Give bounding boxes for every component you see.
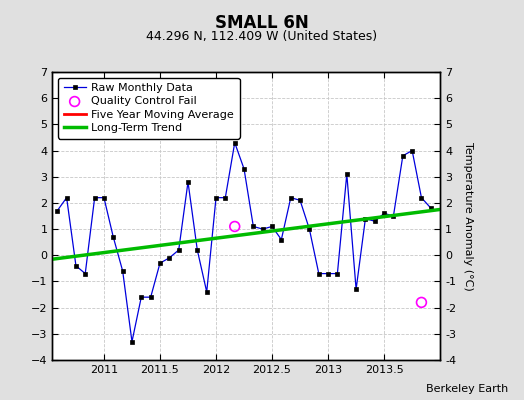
Raw Monthly Data bbox=[185, 180, 191, 184]
Raw Monthly Data bbox=[250, 224, 256, 229]
Raw Monthly Data bbox=[428, 206, 434, 210]
Raw Monthly Data bbox=[101, 195, 107, 200]
Raw Monthly Data bbox=[63, 195, 70, 200]
Raw Monthly Data bbox=[110, 234, 116, 239]
Raw Monthly Data bbox=[119, 268, 126, 273]
Raw Monthly Data bbox=[54, 208, 60, 213]
Raw Monthly Data bbox=[73, 263, 79, 268]
Raw Monthly Data bbox=[204, 290, 210, 294]
Text: SMALL 6N: SMALL 6N bbox=[215, 14, 309, 32]
Raw Monthly Data bbox=[362, 216, 368, 221]
Raw Monthly Data bbox=[157, 261, 163, 266]
Raw Monthly Data bbox=[176, 248, 182, 252]
Y-axis label: Temperature Anomaly (°C): Temperature Anomaly (°C) bbox=[463, 142, 473, 290]
Raw Monthly Data bbox=[222, 195, 228, 200]
Raw Monthly Data bbox=[269, 224, 275, 229]
Quality Control Fail bbox=[417, 299, 425, 306]
Raw Monthly Data bbox=[259, 227, 266, 232]
Raw Monthly Data bbox=[129, 339, 135, 344]
Raw Monthly Data bbox=[315, 271, 322, 276]
Quality Control Fail bbox=[231, 223, 239, 230]
Line: Raw Monthly Data: Raw Monthly Data bbox=[55, 141, 433, 344]
Raw Monthly Data bbox=[409, 148, 416, 153]
Raw Monthly Data bbox=[241, 166, 247, 171]
Raw Monthly Data bbox=[418, 195, 424, 200]
Raw Monthly Data bbox=[278, 237, 285, 242]
Raw Monthly Data bbox=[92, 195, 98, 200]
Raw Monthly Data bbox=[325, 271, 331, 276]
Text: 44.296 N, 112.409 W (United States): 44.296 N, 112.409 W (United States) bbox=[146, 30, 378, 43]
Raw Monthly Data bbox=[148, 295, 154, 300]
Raw Monthly Data bbox=[400, 153, 406, 158]
Raw Monthly Data bbox=[232, 140, 238, 145]
Raw Monthly Data bbox=[344, 172, 350, 176]
Raw Monthly Data bbox=[166, 256, 172, 260]
Raw Monthly Data bbox=[372, 219, 378, 224]
Raw Monthly Data bbox=[297, 198, 303, 203]
Raw Monthly Data bbox=[213, 195, 219, 200]
Raw Monthly Data bbox=[306, 227, 312, 232]
Legend: Raw Monthly Data, Quality Control Fail, Five Year Moving Average, Long-Term Tren: Raw Monthly Data, Quality Control Fail, … bbox=[58, 78, 239, 139]
Raw Monthly Data bbox=[138, 295, 145, 300]
Raw Monthly Data bbox=[353, 287, 359, 292]
Raw Monthly Data bbox=[288, 195, 294, 200]
Raw Monthly Data bbox=[381, 211, 387, 216]
Raw Monthly Data bbox=[390, 214, 397, 218]
Raw Monthly Data bbox=[194, 248, 201, 252]
Raw Monthly Data bbox=[334, 271, 341, 276]
Raw Monthly Data bbox=[82, 271, 89, 276]
Text: Berkeley Earth: Berkeley Earth bbox=[426, 384, 508, 394]
